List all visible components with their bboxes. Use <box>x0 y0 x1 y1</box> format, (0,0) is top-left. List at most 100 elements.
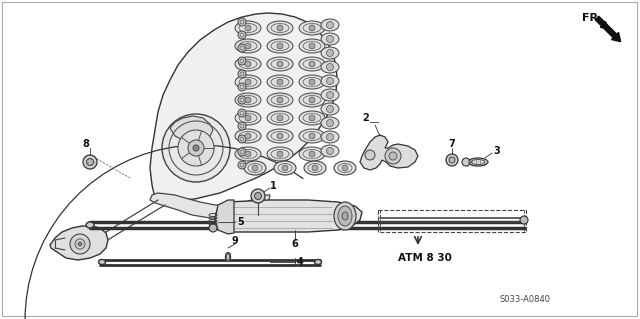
Circle shape <box>326 78 333 85</box>
Ellipse shape <box>321 145 339 157</box>
Ellipse shape <box>267 75 293 89</box>
Ellipse shape <box>86 222 94 228</box>
Text: 4: 4 <box>297 257 304 267</box>
Circle shape <box>326 133 333 140</box>
Circle shape <box>446 154 458 166</box>
Polygon shape <box>360 135 418 170</box>
Ellipse shape <box>299 129 325 143</box>
Ellipse shape <box>267 39 293 53</box>
Circle shape <box>178 130 214 166</box>
Ellipse shape <box>314 259 321 264</box>
Circle shape <box>252 165 258 171</box>
Text: 6: 6 <box>291 239 298 249</box>
Circle shape <box>312 165 318 171</box>
Ellipse shape <box>235 147 261 161</box>
Circle shape <box>309 79 315 85</box>
Ellipse shape <box>299 93 325 107</box>
Circle shape <box>245 43 251 49</box>
Circle shape <box>238 31 246 39</box>
Circle shape <box>238 44 246 52</box>
Circle shape <box>245 133 251 139</box>
Circle shape <box>245 61 251 67</box>
Ellipse shape <box>338 206 352 226</box>
Ellipse shape <box>235 93 261 107</box>
Ellipse shape <box>321 103 339 115</box>
Circle shape <box>238 83 246 91</box>
Circle shape <box>245 115 251 121</box>
Ellipse shape <box>321 75 339 87</box>
Circle shape <box>342 165 348 171</box>
Ellipse shape <box>274 161 296 175</box>
Ellipse shape <box>267 147 293 161</box>
Circle shape <box>309 43 315 49</box>
Ellipse shape <box>321 131 339 143</box>
Ellipse shape <box>299 39 325 53</box>
Circle shape <box>326 147 333 154</box>
Circle shape <box>188 140 204 156</box>
Circle shape <box>238 148 246 156</box>
Ellipse shape <box>244 161 266 175</box>
Ellipse shape <box>304 161 326 175</box>
Text: 3: 3 <box>493 146 500 156</box>
Text: S033-A0840: S033-A0840 <box>500 295 551 305</box>
Circle shape <box>238 96 246 104</box>
Ellipse shape <box>321 47 339 59</box>
Ellipse shape <box>235 39 261 53</box>
Circle shape <box>277 133 283 139</box>
Circle shape <box>277 151 283 157</box>
Ellipse shape <box>334 202 356 230</box>
Polygon shape <box>170 116 213 142</box>
Ellipse shape <box>334 161 356 175</box>
Ellipse shape <box>235 57 261 71</box>
Polygon shape <box>50 226 108 260</box>
Circle shape <box>326 21 333 28</box>
Circle shape <box>86 159 93 166</box>
Text: ATM 8 30: ATM 8 30 <box>398 253 452 263</box>
Ellipse shape <box>267 57 293 71</box>
Circle shape <box>245 79 251 85</box>
Ellipse shape <box>235 75 261 89</box>
Ellipse shape <box>267 21 293 35</box>
Ellipse shape <box>267 111 293 125</box>
Ellipse shape <box>299 75 325 89</box>
Ellipse shape <box>235 111 261 125</box>
Ellipse shape <box>299 147 325 161</box>
Circle shape <box>277 115 283 121</box>
Polygon shape <box>150 193 270 218</box>
Circle shape <box>277 79 283 85</box>
Ellipse shape <box>321 19 339 31</box>
Circle shape <box>520 216 528 224</box>
Ellipse shape <box>299 57 325 71</box>
Text: 8: 8 <box>82 139 89 149</box>
Bar <box>378 210 526 232</box>
Circle shape <box>365 150 375 160</box>
Circle shape <box>277 25 283 31</box>
Circle shape <box>326 92 333 99</box>
Text: 2: 2 <box>362 113 369 123</box>
Circle shape <box>238 135 246 143</box>
Circle shape <box>78 242 82 246</box>
Circle shape <box>245 97 251 103</box>
Circle shape <box>277 61 283 67</box>
Ellipse shape <box>321 61 339 73</box>
Circle shape <box>238 161 246 169</box>
Circle shape <box>238 70 246 78</box>
Circle shape <box>309 151 315 157</box>
Circle shape <box>238 57 246 65</box>
Ellipse shape <box>321 89 339 101</box>
Circle shape <box>251 189 265 203</box>
Ellipse shape <box>267 129 293 143</box>
Text: FR.: FR. <box>582 13 602 23</box>
Circle shape <box>277 97 283 103</box>
Ellipse shape <box>99 259 106 264</box>
Circle shape <box>462 158 470 166</box>
Circle shape <box>83 155 97 169</box>
Circle shape <box>162 114 230 182</box>
FancyArrow shape <box>595 16 621 42</box>
Circle shape <box>277 43 283 49</box>
Circle shape <box>193 145 199 151</box>
Circle shape <box>245 25 251 31</box>
Circle shape <box>309 133 315 139</box>
Circle shape <box>245 151 251 157</box>
Circle shape <box>238 122 246 130</box>
